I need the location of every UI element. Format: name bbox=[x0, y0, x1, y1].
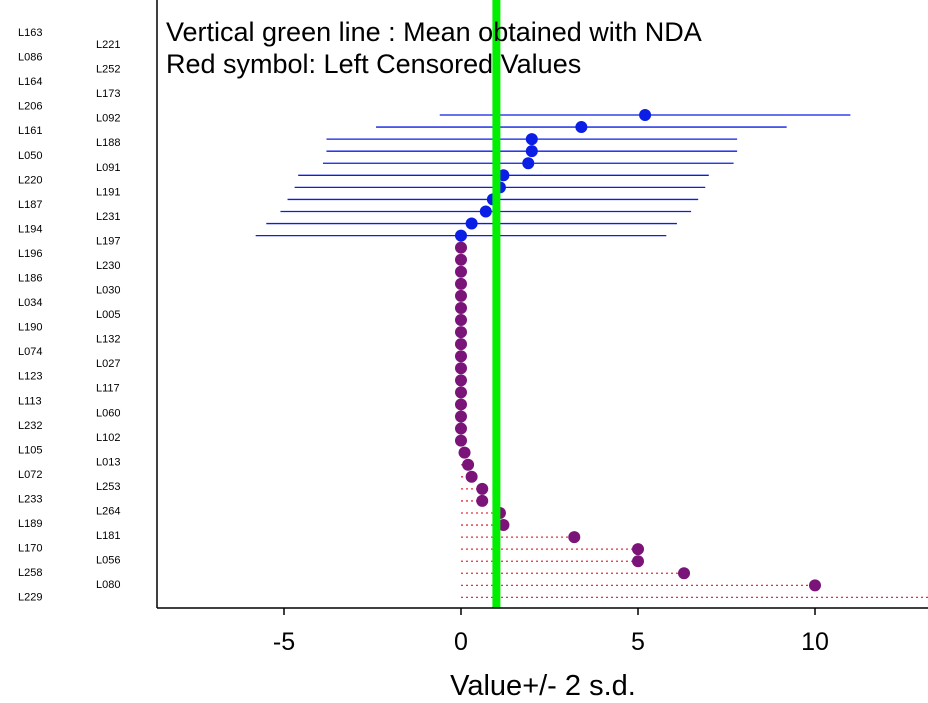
lab-label: L056 bbox=[96, 555, 120, 567]
censored-point bbox=[476, 494, 489, 507]
lab-label: L170 bbox=[18, 543, 42, 555]
lab-label: L233 bbox=[18, 493, 42, 505]
censored-point bbox=[455, 386, 467, 399]
lab-label: L030 bbox=[96, 285, 120, 297]
censored-point bbox=[455, 422, 467, 435]
censored-point bbox=[455, 410, 467, 423]
censored-point bbox=[455, 434, 467, 447]
lab-label: L186 bbox=[18, 273, 42, 285]
lab-label: L231 bbox=[96, 211, 120, 223]
lab-label: L072 bbox=[18, 469, 42, 481]
censored-point bbox=[455, 326, 467, 339]
lab-label: L074 bbox=[18, 346, 42, 358]
censored-point bbox=[455, 338, 467, 351]
lab-label: L163 bbox=[18, 27, 42, 39]
lab-label: L188 bbox=[96, 137, 120, 149]
lab-label: L123 bbox=[18, 371, 42, 383]
lab-label: L258 bbox=[18, 567, 42, 579]
censored-point bbox=[455, 350, 467, 363]
lab-label: L229 bbox=[18, 592, 42, 604]
lab-label: L060 bbox=[96, 407, 120, 419]
censored-point bbox=[455, 241, 467, 254]
lab-label: L013 bbox=[96, 456, 120, 468]
censored-point bbox=[465, 470, 478, 483]
measured-point bbox=[525, 145, 538, 158]
lab-label: L117 bbox=[96, 383, 120, 395]
lab-label: L173 bbox=[96, 88, 120, 100]
lab-label: L005 bbox=[96, 309, 120, 321]
censored-point bbox=[632, 543, 644, 556]
censored-point bbox=[455, 277, 467, 290]
censored-point bbox=[458, 446, 471, 459]
lab-label: L161 bbox=[18, 125, 42, 137]
censored-point bbox=[678, 567, 691, 580]
measured-point bbox=[639, 109, 652, 121]
censored-point bbox=[809, 579, 821, 592]
lab-label: L034 bbox=[18, 297, 42, 309]
x-tick-label: 10 bbox=[801, 628, 829, 656]
censored-point bbox=[455, 374, 467, 387]
lab-label: L196 bbox=[18, 248, 42, 260]
censored-point bbox=[455, 398, 467, 411]
measured-point bbox=[497, 169, 510, 182]
lab-label: L264 bbox=[96, 505, 120, 517]
lab-label: L232 bbox=[18, 420, 42, 432]
lab-label: L206 bbox=[18, 101, 42, 113]
lab-label: L181 bbox=[96, 530, 120, 542]
lab-label: L080 bbox=[96, 579, 120, 591]
lab-label: L197 bbox=[96, 235, 120, 247]
lab-label: L189 bbox=[18, 518, 42, 530]
measured-point bbox=[465, 217, 478, 230]
x-tick-label: 0 bbox=[454, 628, 468, 656]
censored-point bbox=[462, 458, 475, 471]
lab-label: L102 bbox=[96, 432, 120, 444]
measured-point bbox=[522, 157, 535, 170]
lab-label: L132 bbox=[96, 334, 120, 346]
lab-label: L253 bbox=[96, 481, 120, 493]
lab-label: L230 bbox=[96, 260, 120, 272]
censored-point bbox=[455, 253, 467, 266]
measured-point bbox=[525, 133, 538, 146]
censored-point bbox=[455, 362, 467, 375]
measured-point bbox=[575, 121, 588, 134]
x-tick-label: 5 bbox=[631, 628, 645, 656]
lab-label: L091 bbox=[96, 162, 120, 174]
lab-label: L220 bbox=[18, 174, 42, 186]
lab-label: L190 bbox=[18, 322, 42, 334]
lab-label: L221 bbox=[96, 39, 120, 51]
lab-label: L187 bbox=[18, 199, 42, 211]
x-tick-label: -5 bbox=[273, 628, 295, 656]
lab-label: L191 bbox=[96, 186, 120, 198]
lab-label: L027 bbox=[96, 358, 120, 370]
lab-label: L086 bbox=[18, 52, 42, 64]
lab-label: L092 bbox=[96, 113, 120, 125]
legend-mean-text: Vertical green line : Mean obtained with… bbox=[166, 17, 702, 47]
censored-point bbox=[632, 555, 644, 568]
lab-label: L105 bbox=[18, 444, 42, 456]
data-points bbox=[455, 109, 821, 592]
x-axis-ticks: -5 0 5 10 bbox=[273, 608, 829, 656]
censored-point bbox=[455, 289, 467, 302]
lab-label: L113 bbox=[18, 395, 42, 407]
lab-label: L050 bbox=[18, 150, 42, 162]
lab-labels: L163 L086 L164 L206 L161 L050 L220 L187 L194 L196… bbox=[18, 27, 120, 604]
legend-censored-text: Red symbol: Left Censored Values bbox=[166, 49, 581, 79]
censored-point bbox=[455, 301, 467, 314]
x-axis-label: Value+/- 2 s.d. bbox=[450, 670, 636, 702]
censored-point bbox=[476, 482, 489, 495]
censored-point bbox=[568, 531, 581, 544]
lab-label: L252 bbox=[96, 64, 120, 76]
censored-point bbox=[455, 265, 467, 278]
measured-point bbox=[455, 229, 467, 242]
censored-point bbox=[497, 519, 510, 532]
measured-point bbox=[479, 205, 492, 218]
lab-label: L194 bbox=[18, 223, 42, 235]
lab-label: L164 bbox=[18, 76, 42, 88]
censored-point bbox=[455, 314, 467, 327]
